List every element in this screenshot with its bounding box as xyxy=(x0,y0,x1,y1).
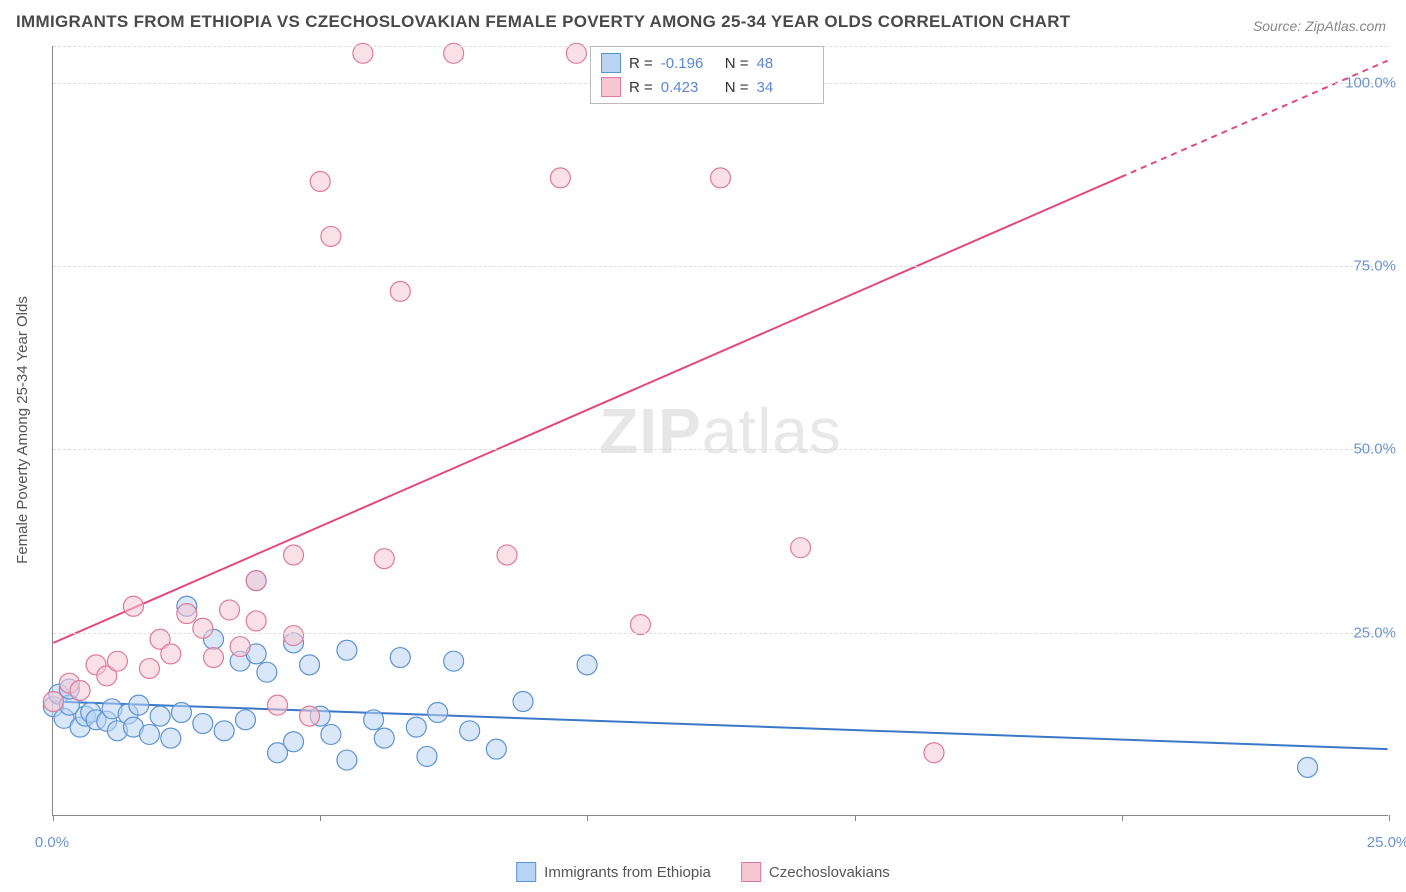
correlation-stats-box: R = -0.196 N = 48 R = 0.423 N = 34 xyxy=(590,46,824,104)
y-axis-label: Female Poverty Among 25-34 Year Olds xyxy=(14,296,31,564)
stats-row-series2: R = 0.423 N = 34 xyxy=(601,75,813,99)
x-tick-label: 0.0% xyxy=(35,834,69,851)
legend: Immigrants from Ethiopia Czechoslovakian… xyxy=(516,862,890,882)
y-tick-label: 75.0% xyxy=(1353,258,1396,275)
stats-swatch-blue xyxy=(601,53,621,73)
legend-swatch-pink xyxy=(741,862,761,882)
y-tick-label: 100.0% xyxy=(1345,74,1396,91)
source-label: Source: ZipAtlas.com xyxy=(1253,18,1386,34)
chart-title: IMMIGRANTS FROM ETHIOPIA VS CZECHOSLOVAK… xyxy=(16,12,1071,32)
y-tick-label: 50.0% xyxy=(1353,441,1396,458)
stats-swatch-pink xyxy=(601,77,621,97)
x-tick-label: 25.0% xyxy=(1367,834,1406,851)
legend-item-1: Immigrants from Ethiopia xyxy=(516,862,711,882)
r-value-1: -0.196 xyxy=(661,55,717,72)
legend-item-2: Czechoslovakians xyxy=(741,862,890,882)
r-value-2: 0.423 xyxy=(661,79,717,96)
legend-label-2: Czechoslovakians xyxy=(769,864,890,881)
n-value-2: 34 xyxy=(757,79,813,96)
legend-label-1: Immigrants from Ethiopia xyxy=(544,864,711,881)
chart-plot-area: ZIPatlas xyxy=(52,46,1388,816)
scatter-svg xyxy=(53,46,1388,815)
stats-row-series1: R = -0.196 N = 48 xyxy=(601,51,813,75)
y-tick-label: 25.0% xyxy=(1353,624,1396,641)
legend-swatch-blue xyxy=(516,862,536,882)
n-value-1: 48 xyxy=(757,55,813,72)
